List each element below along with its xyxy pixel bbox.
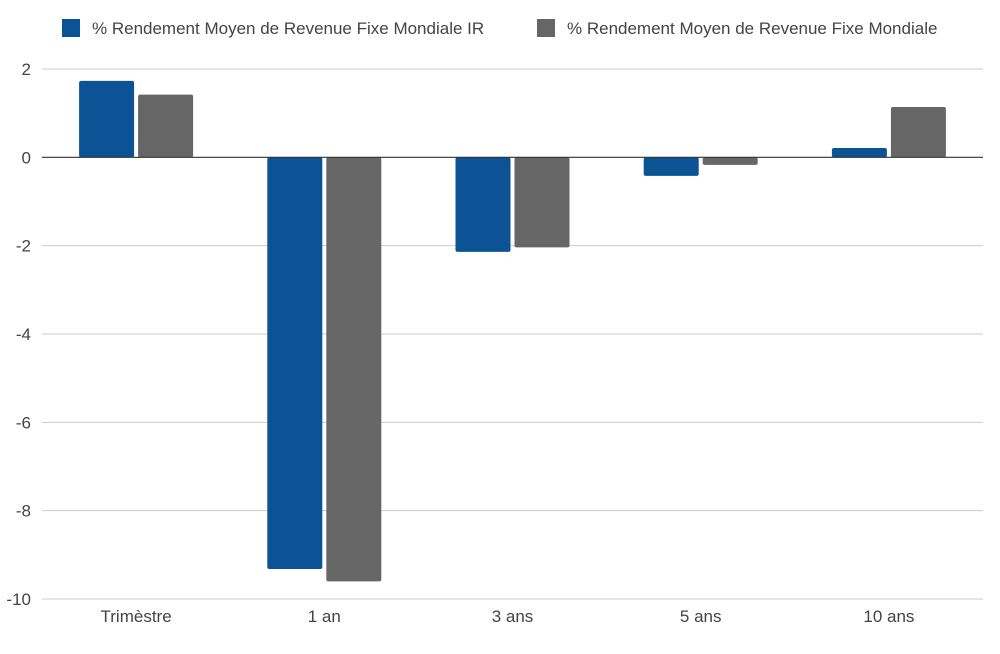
x-tick-label: 5 ans	[680, 607, 722, 626]
y-tick-label: 0	[22, 148, 31, 167]
bar-series-1-1	[267, 157, 323, 569]
bar-series-2-0	[138, 94, 194, 158]
bar-series-2-1	[326, 157, 382, 582]
y-tick-label: -4	[16, 325, 31, 344]
bar-series-1-4	[831, 148, 887, 158]
bars	[79, 80, 946, 582]
y-tick-label: -6	[16, 413, 31, 432]
y-tick-label: 2	[22, 60, 31, 79]
legend: % Rendement Moyen de Revenue Fixe Mondia…	[62, 19, 937, 38]
bar-series-1-0	[79, 80, 135, 158]
x-tick-label: Trimèstre	[101, 607, 172, 626]
legend-label: % Rendement Moyen de Revenue Fixe Mondia…	[567, 19, 937, 38]
x-tick-label: 1 an	[308, 607, 341, 626]
legend-label: % Rendement Moyen de Revenue Fixe Mondia…	[92, 19, 484, 38]
bar-series-2-4	[890, 106, 946, 158]
bar-series-2-3	[702, 157, 758, 165]
y-tick-label: -8	[16, 502, 31, 521]
legend-swatch	[537, 19, 555, 37]
x-tick-label: 3 ans	[492, 607, 534, 626]
bar-series-1-3	[643, 157, 699, 176]
legend-swatch	[62, 19, 80, 37]
x-tick-label: 10 ans	[863, 607, 914, 626]
y-tick-label: -10	[6, 590, 31, 609]
bar-series-1-2	[455, 157, 511, 252]
gridlines	[42, 68, 983, 600]
y-tick-label: -2	[16, 237, 31, 256]
bar-series-2-2	[514, 157, 570, 248]
x-axis-ticks: Trimèstre 1 an 3 ans 5 ans 10 ans	[101, 607, 915, 626]
y-axis-ticks: 2 0 -2 -4 -6 -8 -10	[6, 60, 31, 609]
